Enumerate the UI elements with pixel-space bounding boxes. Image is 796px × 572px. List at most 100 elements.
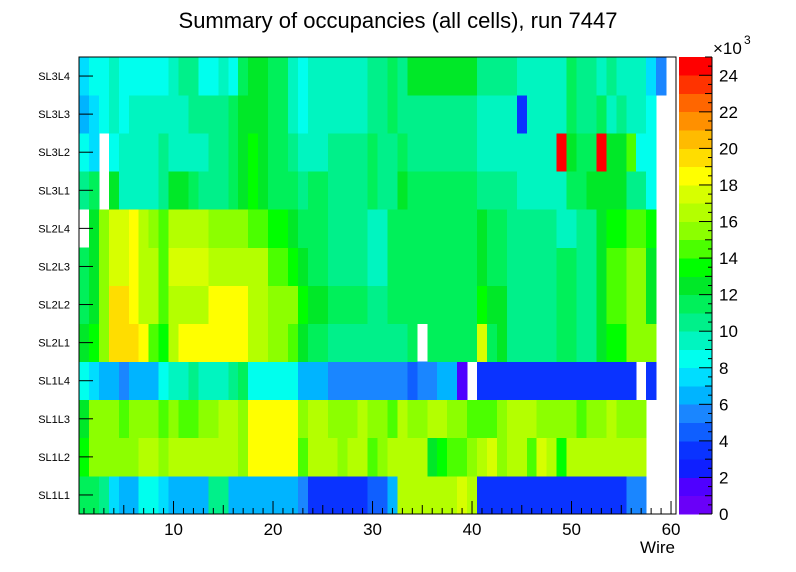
heatmap-cell (98, 247, 110, 286)
color-scale-band (679, 404, 712, 423)
heatmap-cell (158, 399, 169, 439)
heatmap-cell (168, 133, 209, 172)
color-scale-band (679, 294, 712, 314)
color-scale-tick-label: 24 (719, 66, 738, 85)
heatmap-cell (118, 361, 130, 401)
heatmap-cell (536, 399, 577, 439)
heatmap-cell (198, 361, 229, 401)
heatmap-cell (307, 399, 329, 439)
heatmap-cell (198, 171, 229, 210)
heatmap-cell (387, 95, 398, 134)
heatmap-cell (606, 247, 627, 286)
color-scale-band (679, 239, 712, 259)
heatmap-cell (307, 247, 329, 286)
y-tick-label: SL2L4 (38, 223, 70, 235)
heatmap-cell (238, 95, 249, 134)
heatmap-cell (158, 475, 169, 515)
heatmap-cell (248, 361, 299, 401)
y-tick-label: SL1L1 (38, 490, 70, 502)
y-tick-label: SL3L3 (38, 109, 70, 121)
heatmap-cell (576, 247, 597, 286)
chart-title: Summary of occupancies (all cells), run … (179, 8, 618, 33)
heatmap-cell (646, 285, 657, 324)
heatmap-cell (546, 437, 557, 477)
heatmap-cell (506, 247, 557, 286)
heatmap-cell (307, 95, 329, 134)
heatmap-cell (397, 57, 408, 96)
heatmap-cell (367, 285, 388, 324)
color-scale-band (679, 93, 712, 113)
heatmap-cell (387, 437, 428, 477)
heatmap-cell (218, 399, 239, 439)
heatmap-cell (287, 323, 299, 363)
heatmap-cell (238, 57, 249, 96)
heatmap-cell (88, 323, 100, 363)
heatmap-cell (606, 171, 627, 210)
heatmap-cell (596, 247, 607, 286)
heatmap-cell (128, 285, 140, 324)
x-tick-label: 10 (164, 520, 183, 539)
heatmap-cell (397, 399, 408, 439)
x-tick-label: 50 (562, 520, 581, 539)
heatmap-cell (377, 171, 398, 210)
heatmap-cell (327, 361, 408, 401)
heatmap-cell (108, 475, 120, 515)
heatmap-cell (467, 437, 478, 477)
heatmap-cell (636, 437, 647, 477)
color-scale-band (679, 203, 712, 222)
heatmap-cell (268, 133, 289, 172)
heatmap-cell (228, 475, 299, 515)
color-scale-exponent-base: ×10 (713, 39, 742, 58)
heatmap-cell (626, 475, 647, 515)
heatmap-cell (367, 171, 378, 210)
heatmap-cell (367, 247, 388, 286)
color-scale-band (679, 184, 712, 204)
heatmap-cell (427, 323, 478, 363)
heatmap-cell (477, 323, 488, 363)
heatmap-cell (297, 171, 309, 210)
heatmap-cell (576, 323, 597, 363)
heatmap-cell (118, 95, 130, 134)
heatmap-cell (477, 57, 518, 96)
heatmap-cell (556, 437, 567, 477)
heatmap-cell (158, 285, 169, 324)
heatmap-cell (168, 247, 209, 286)
heatmap-cell (606, 95, 617, 134)
heatmap-cell (178, 323, 249, 363)
heatmap-cell (626, 95, 647, 134)
heatmap-cell (287, 209, 299, 248)
heatmap-cell (367, 209, 388, 248)
heatmap-cell (108, 323, 140, 363)
heatmap-cell (516, 57, 567, 96)
heatmap-cell (566, 171, 587, 210)
heatmap-cell (576, 399, 587, 439)
y-tick-label: SL2L1 (38, 338, 70, 350)
heatmap-cell (516, 171, 567, 210)
heatmap-cell (626, 133, 637, 172)
heatmap-cell (248, 133, 259, 172)
heatmap-cell (407, 361, 418, 401)
color-scale-band (679, 440, 712, 460)
heatmap-cell (268, 57, 289, 96)
heatmap-cell (477, 171, 518, 210)
heatmap-cell (397, 171, 408, 210)
heatmap-cell (297, 399, 309, 439)
heatmap-cell (148, 209, 159, 248)
heatmap-cell (118, 475, 140, 515)
color-scale-tick-label: 22 (719, 103, 738, 122)
color-scale-tick-label: 0 (719, 505, 728, 524)
heatmap-cell (188, 361, 199, 401)
heatmap-cell (297, 57, 309, 96)
heatmap-cell (98, 323, 110, 363)
heatmap-cell (268, 171, 299, 210)
x-tick-label: 40 (463, 520, 482, 539)
heatmap-cell (248, 95, 269, 134)
heatmap-cell (168, 323, 179, 363)
heatmap-cell (138, 285, 159, 324)
heatmap-cell (506, 285, 557, 324)
heatmap-cell (88, 399, 120, 439)
heatmap-cell (118, 171, 130, 210)
heatmap-cell (646, 361, 657, 401)
heatmap-cell (367, 475, 388, 515)
heatmap-cell (486, 437, 498, 477)
